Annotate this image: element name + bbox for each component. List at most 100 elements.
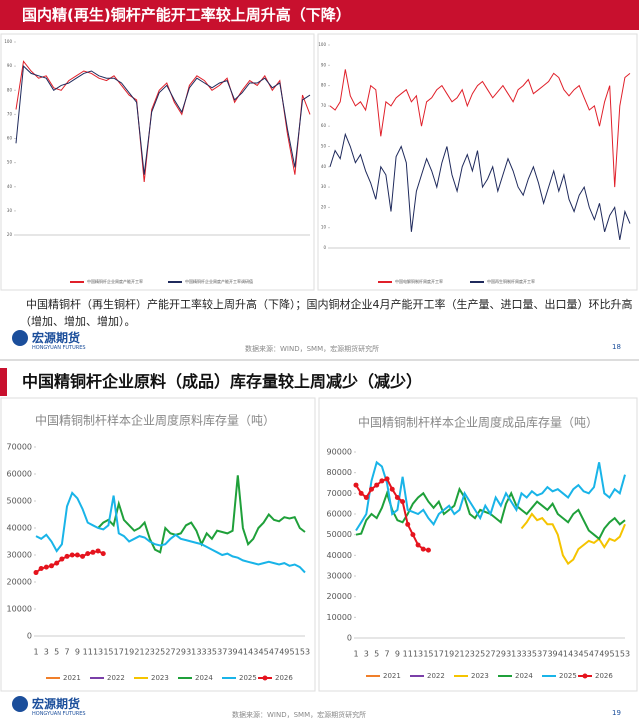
y-tick-label: 20000 [7,578,32,587]
y-tick-label: 30 [7,208,13,213]
x-tick-label: 47 [589,650,599,659]
x-tick-label: 3 [364,650,369,659]
y-tick-label: 40000 [327,551,352,560]
y-tick-label: 30000 [327,572,352,581]
y-tick-label: 20 [7,232,13,237]
x-tick-label: 49 [279,648,289,657]
x-tick-label: 11 [83,648,93,657]
series-marker [415,542,421,548]
y-tick-label: 40 [7,184,13,189]
x-tick-label: 29 [176,648,186,657]
y-tick-label: 50000 [327,530,352,539]
x-tick-label: 13 [413,650,423,659]
y-tick-label: 0 [27,632,32,641]
x-tick-label: 17 [114,648,124,657]
legend-label: 2026 [595,672,613,680]
chart-frame [318,397,638,692]
x-tick-label: 25 [155,648,165,657]
x-tick-label: 21 [454,650,464,659]
series-line [329,132,631,240]
x-tick-label: 37 [217,648,227,657]
series-marker [100,551,106,557]
y-tick-label: 50 [7,160,13,165]
x-tick-label: 29 [496,650,506,659]
x-tick-label: 49 [599,650,609,659]
series-marker [410,532,416,538]
y-tick-label: 30 [321,184,327,189]
x-tick-label: 3 [44,648,49,657]
y-tick-label: 0 [347,634,352,643]
y-tick-label: 60 [7,136,13,141]
page-number: 19 [612,709,621,717]
x-tick-label: 33 [196,648,206,657]
y-tick-label: 100 [318,42,326,47]
y-tick-label: 20 [321,204,327,209]
series-marker [43,564,49,570]
series-marker [394,494,400,500]
series-line [15,65,311,175]
logo-en: HONGYUAN FUTURES [32,345,86,351]
series-marker [95,548,101,554]
x-tick-label: 45 [259,648,269,657]
slide-title: 中国精铜杆企业原料（成品）库存量较上周减少（减少） [22,372,423,391]
y-tick-label: 80 [7,87,13,92]
series-line [355,460,626,532]
x-tick-label: 31 [506,650,516,659]
paragraph: 中国精铜杆（再生铜杆）产能开工率较上周升高（下降）；国内铜材企业4月产能开工率（… [20,298,633,328]
series-line [35,491,306,574]
x-tick-label: 9 [75,648,80,657]
series-marker [425,547,431,553]
legend-label: 中国再生铜制杆周度开工率 [487,278,535,284]
series-marker [405,521,411,527]
y-tick-label: 100 [4,39,12,44]
x-tick-label: 23 [465,650,475,659]
slide-title: 国内精(再生)铜杆产能开工率较上周升高（下降） [0,0,639,30]
x-tick-label: 7 [384,650,389,659]
x-tick-label: 43 [568,650,578,659]
x-tick-label: 25 [475,650,485,659]
series-marker [400,499,406,505]
x-tick-label: 43 [248,648,258,657]
chart-title: 中国精铜制杆样本企业周度原料库存量（吨） [35,413,275,428]
y-tick-label: 70000 [327,489,352,498]
series-marker [49,563,55,569]
legend-label: 2024 [195,674,213,682]
series-marker [90,549,96,555]
series-marker [59,556,65,562]
x-tick-label: 41 [558,650,568,659]
legend-label: 2022 [427,672,445,680]
series-marker [358,490,364,496]
x-tick-label: 53 [300,648,310,657]
source: 数据来源：WIND，SMM，宏源期货研究所 [232,711,367,719]
x-tick-label: 51 [610,650,620,659]
x-tick-label: 27 [485,650,495,659]
y-tick-label: 10000 [7,605,32,614]
legend-label: 2026 [275,674,293,682]
series-line [329,69,631,188]
y-tick-label: 10 [321,225,327,230]
x-tick-label: 15 [103,648,113,657]
x-tick-label: 21 [134,648,144,657]
y-tick-label: 10000 [327,613,352,622]
series-marker [54,560,60,566]
y-tick-label: 90 [321,62,327,67]
legend-label: 2024 [515,672,533,680]
y-tick-label: 90000 [327,448,352,457]
series-marker [33,570,39,576]
x-tick-label: 53 [620,650,630,659]
series-marker [353,482,359,488]
legend-label: 2021 [63,674,81,682]
legend-label: 2023 [471,672,489,680]
legend-label: 2022 [107,674,125,682]
y-tick-label: 80 [321,83,327,88]
x-tick-label: 23 [145,648,155,657]
x-tick-label: 15 [423,650,433,659]
y-tick-label: 40 [321,164,327,169]
logo-icon [12,696,28,712]
series-line [520,512,626,566]
legend-label: 2025 [559,672,577,680]
y-tick-label: 70000 [7,443,32,452]
series-marker [384,476,390,482]
